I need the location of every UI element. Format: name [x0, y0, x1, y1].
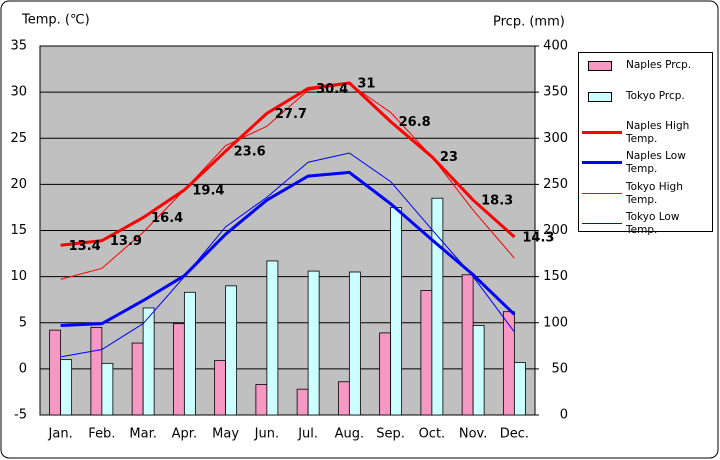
legend: Naples Prcp. Tokyo Prcp. Naples High Temp.…: [578, 52, 714, 236]
data-label: 23.6: [234, 145, 266, 160]
legend-swatch: [582, 188, 622, 201]
plot-border: [39, 45, 536, 416]
legend-swatch: [582, 218, 622, 231]
legend-item: Tokyo High Temp.: [582, 181, 714, 207]
bar: [266, 260, 279, 416]
data-label: 18.3: [481, 194, 513, 209]
legend-item: Tokyo Low Temp.: [582, 211, 714, 237]
bar: [390, 207, 403, 416]
legend-swatch: [582, 127, 622, 140]
y-axis-title: Temp. (℃): [21, 13, 90, 28]
data-label: 23: [440, 150, 458, 165]
x-tick-label: Apr.: [172, 427, 197, 442]
y2-tick-label: 300: [543, 131, 568, 146]
legend-item: Naples Low Temp.: [582, 150, 714, 176]
bar: [172, 323, 185, 416]
bar: [420, 290, 433, 416]
legend-label: Naples High Temp.: [626, 120, 690, 145]
x-tick-label: Feb.: [88, 427, 115, 442]
bar: [296, 388, 309, 416]
bar: [461, 274, 474, 416]
y-tick-label: 25: [10, 131, 27, 146]
bar: [307, 270, 320, 416]
y2-axis-title: Prcp. (mm): [493, 15, 565, 30]
y-tick-label: 5: [19, 315, 27, 330]
data-label: 13.9: [110, 234, 142, 249]
bar: [49, 329, 62, 416]
y2-tick-label: 150: [543, 269, 568, 284]
legend-swatch: [582, 90, 622, 103]
y2-tick-label: 50: [551, 361, 568, 376]
bar: [225, 285, 238, 416]
y-tick-label: 15: [10, 223, 27, 238]
x-tick-label: Dec.: [500, 427, 529, 442]
data-label: 19.4: [192, 183, 224, 198]
legend-swatch: [582, 157, 622, 170]
line: [60, 170, 516, 328]
data-label: 27.7: [275, 107, 307, 122]
bar: [255, 384, 268, 416]
legend-item: Naples High Temp.: [582, 120, 714, 146]
legend-label: Tokyo Low Temp.: [626, 211, 680, 236]
y2-tick-label: 200: [543, 223, 568, 238]
bar: [502, 311, 515, 416]
bar: [101, 362, 114, 416]
data-label: 30.4: [316, 82, 348, 97]
x-tick-label: Oct.: [419, 427, 446, 442]
x-tick-label: May: [212, 427, 239, 442]
data-label: 31: [357, 76, 375, 91]
legend-label: Tokyo Prcp.: [626, 90, 685, 102]
bar: [142, 307, 155, 416]
legend-swatch: [582, 59, 622, 72]
legend-item: Naples Prcp.: [582, 59, 714, 72]
bar: [60, 359, 73, 416]
bar: [513, 362, 526, 416]
y-tick-label: 0: [19, 361, 27, 376]
y2-tick-label: 400: [543, 39, 568, 54]
bar: [348, 271, 361, 416]
bar: [131, 342, 144, 416]
legend-label: Naples Low Temp.: [626, 150, 686, 175]
y2-tick-label: 0: [560, 408, 568, 423]
x-tick-label: Jul.: [297, 427, 318, 442]
y-tick-label: 30: [10, 85, 27, 100]
y-tick-label: -5: [14, 408, 27, 423]
y2-tick-label: 100: [543, 315, 568, 330]
y-tick-label: 10: [10, 269, 27, 284]
x-tick-label: Jan.: [48, 427, 73, 442]
y-tick-label: 35: [10, 39, 27, 54]
x-tick-label: Nov.: [459, 427, 488, 442]
legend-label: Tokyo High Temp.: [626, 181, 683, 206]
x-tick-label: Aug.: [335, 427, 365, 442]
bar: [214, 360, 227, 416]
data-label: 26.8: [399, 115, 431, 130]
data-label: 13.4: [69, 239, 101, 254]
line: [60, 81, 516, 247]
y2-tick-label: 350: [543, 85, 568, 100]
x-tick-label: Sep.: [376, 427, 405, 442]
bar: [337, 381, 350, 416]
line: [60, 83, 515, 280]
y2-tick-label: 250: [543, 177, 568, 192]
legend-label: Naples Prcp.: [626, 59, 692, 71]
bar: [90, 326, 103, 416]
data-label: 14.3: [522, 230, 554, 245]
legend-item: Tokyo Prcp.: [582, 90, 714, 103]
line: [60, 152, 515, 358]
bar: [431, 197, 444, 416]
x-tick-label: Jun.: [254, 427, 279, 442]
bar: [183, 291, 196, 416]
bar: [472, 325, 485, 416]
bar: [379, 332, 392, 416]
data-label: 16.4: [151, 211, 183, 226]
x-tick-label: Mar.: [129, 427, 156, 442]
y-tick-label: 20: [10, 177, 27, 192]
